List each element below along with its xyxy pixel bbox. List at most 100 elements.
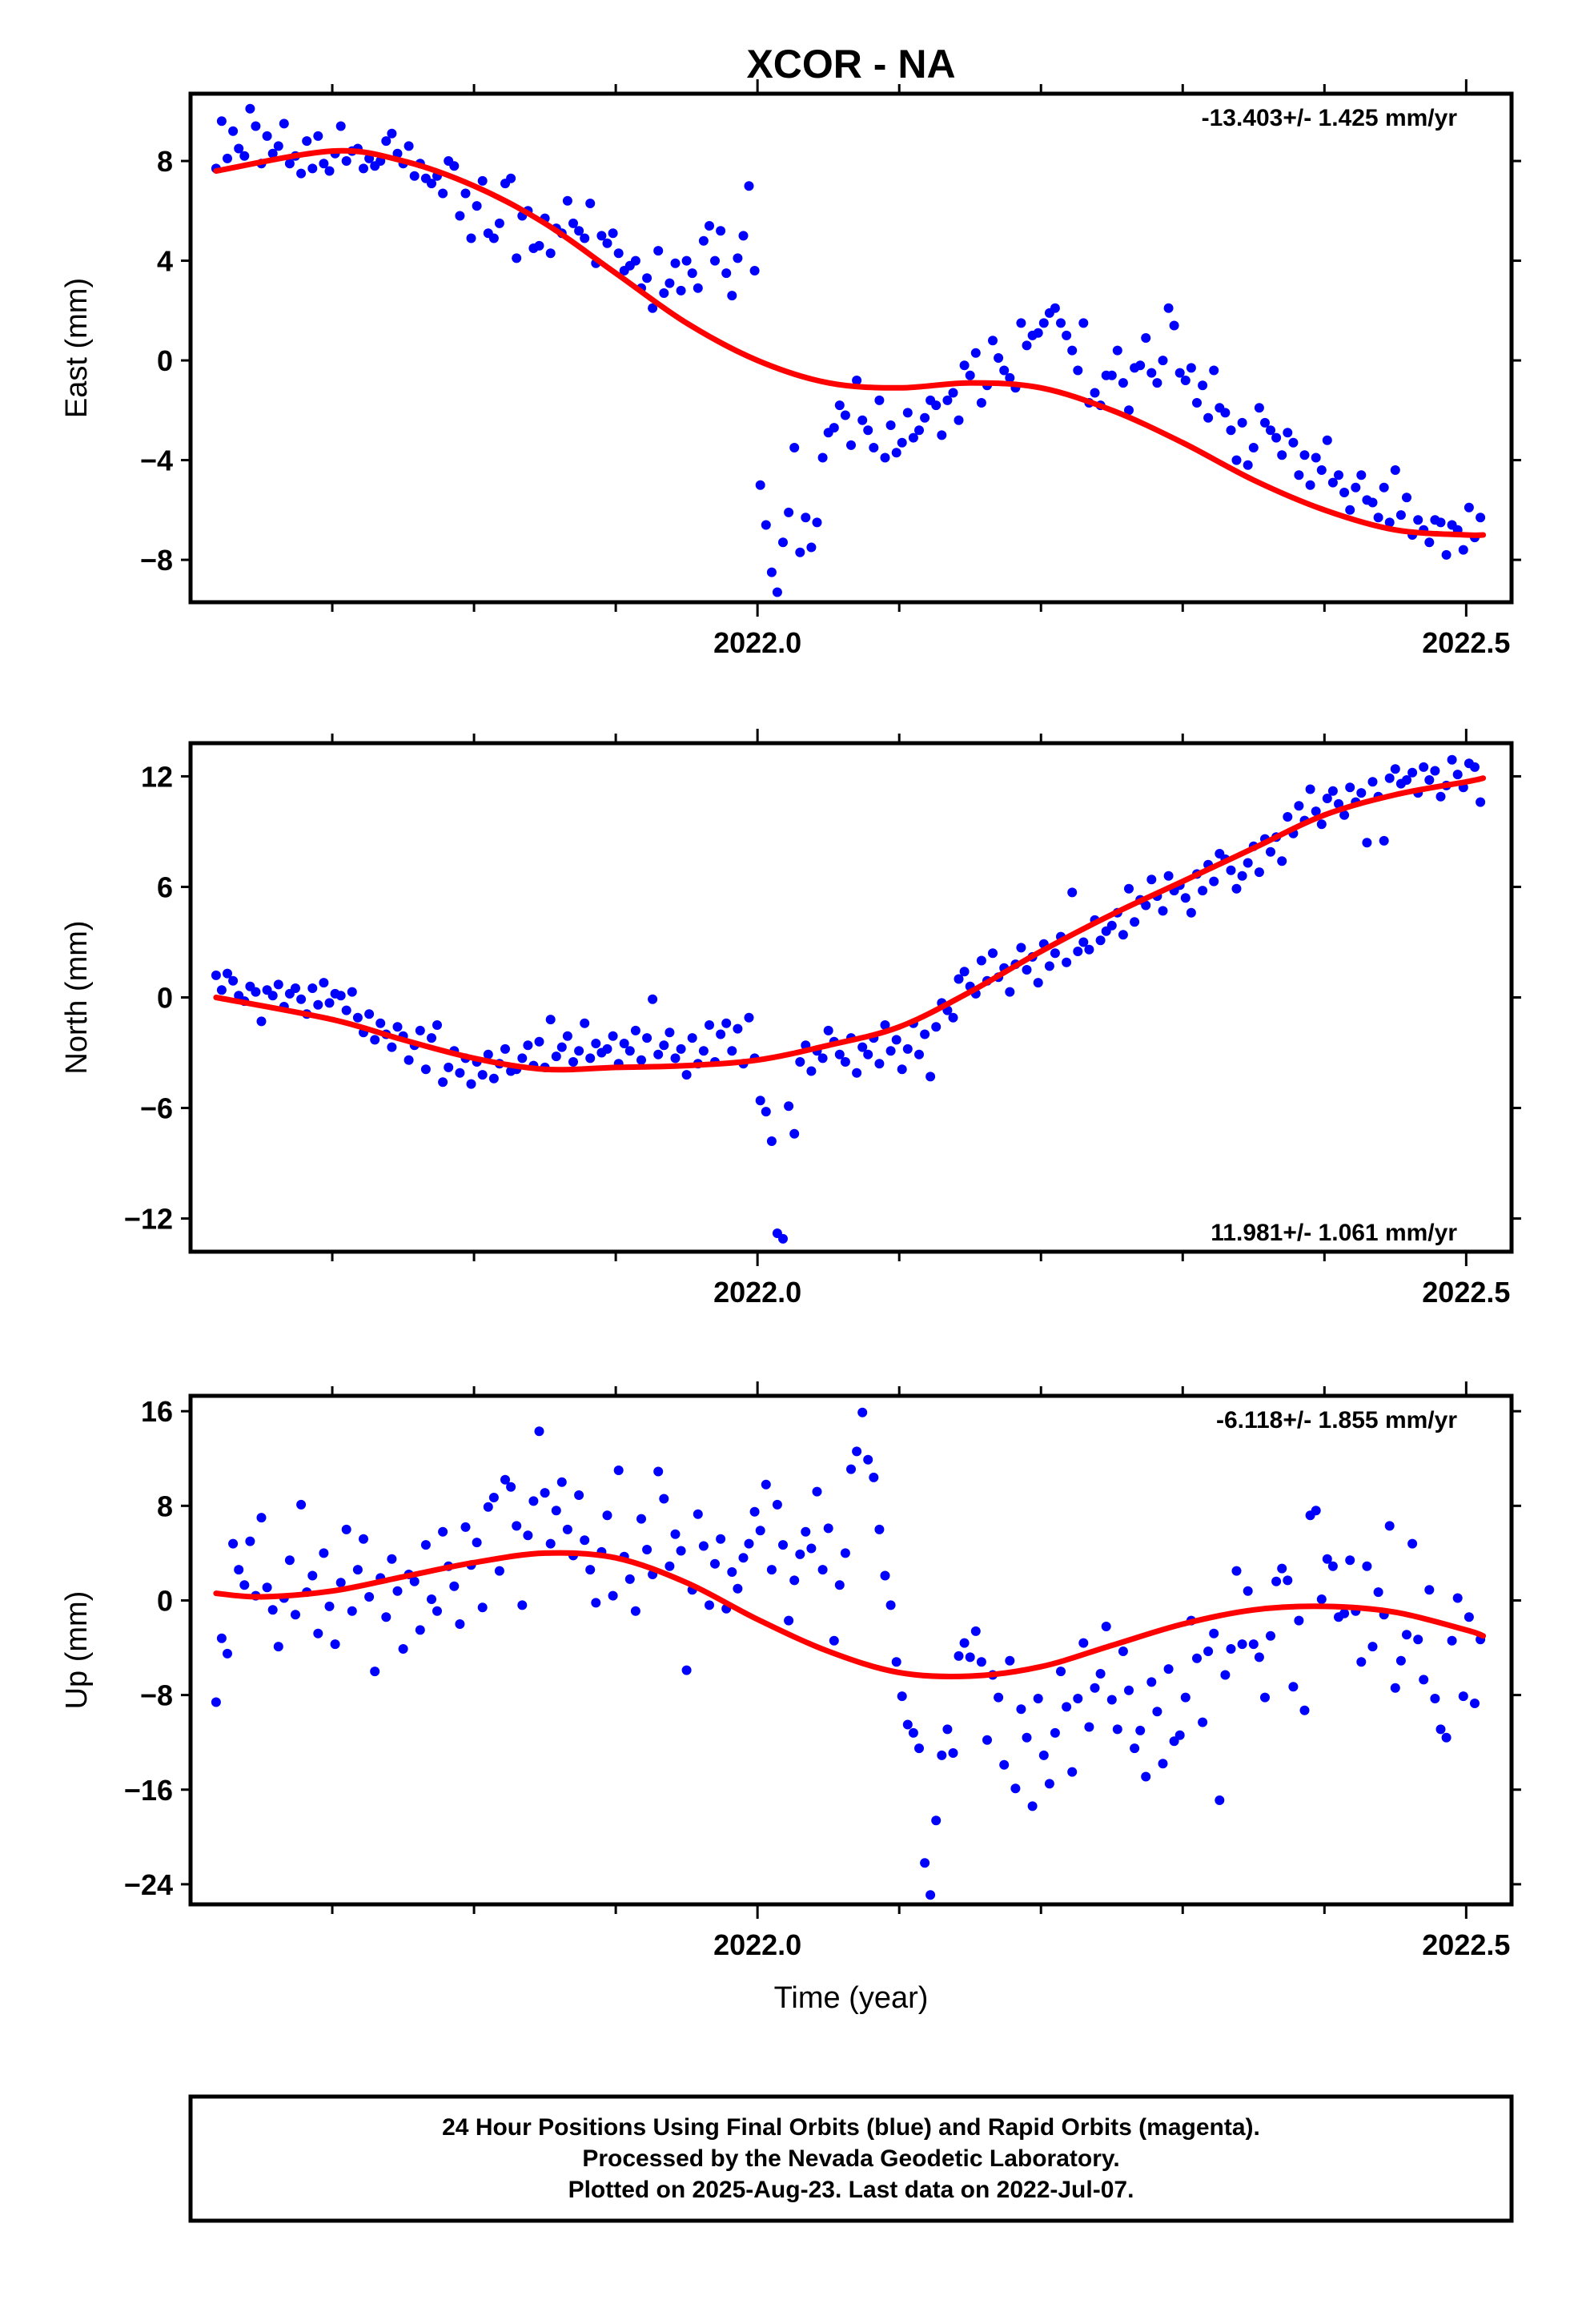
east-xtick-label: 2022.0 bbox=[713, 626, 801, 659]
north-point bbox=[642, 1033, 652, 1043]
up-point bbox=[1215, 1795, 1225, 1805]
up-point bbox=[1090, 1683, 1100, 1693]
north-point bbox=[1146, 875, 1157, 885]
east-point bbox=[602, 238, 612, 248]
east-point bbox=[744, 181, 754, 191]
east-point bbox=[568, 218, 578, 228]
north-point bbox=[1254, 867, 1264, 878]
east-point bbox=[234, 143, 244, 154]
north-point bbox=[1339, 810, 1350, 820]
east-point bbox=[784, 507, 794, 517]
east-point bbox=[449, 161, 460, 171]
up-point bbox=[976, 1657, 986, 1667]
east-point bbox=[1464, 502, 1474, 513]
east-point bbox=[1294, 470, 1304, 480]
north-point bbox=[483, 1049, 493, 1059]
east-point bbox=[1180, 376, 1191, 385]
up-point bbox=[1419, 1675, 1429, 1685]
north-point bbox=[1180, 893, 1191, 903]
up-point bbox=[228, 1538, 239, 1549]
north-point bbox=[347, 987, 357, 997]
up-point bbox=[540, 1488, 550, 1498]
east-point bbox=[772, 587, 782, 597]
north-point bbox=[784, 1101, 794, 1112]
up-point bbox=[534, 1426, 544, 1437]
north-point bbox=[580, 1018, 590, 1028]
up-point bbox=[1118, 1647, 1128, 1656]
east-point bbox=[1033, 328, 1043, 338]
up-point bbox=[1005, 1655, 1015, 1666]
up-ytick-label: 16 bbox=[141, 1395, 173, 1428]
north-point bbox=[1158, 906, 1168, 916]
east-point bbox=[1277, 450, 1287, 460]
north-point bbox=[863, 1049, 873, 1059]
up-ytick-label: −8 bbox=[140, 1679, 173, 1712]
north-point bbox=[630, 1025, 640, 1035]
east-point bbox=[313, 131, 323, 141]
north-point bbox=[251, 987, 261, 997]
east-point bbox=[806, 542, 817, 553]
east-point bbox=[1288, 437, 1299, 448]
up-point bbox=[1174, 1730, 1185, 1740]
east-point bbox=[795, 547, 805, 557]
east-point bbox=[710, 255, 720, 266]
east-point bbox=[534, 240, 544, 251]
up-point bbox=[381, 1612, 391, 1622]
north-point bbox=[591, 1039, 601, 1048]
north-point bbox=[291, 983, 300, 993]
east-point bbox=[580, 233, 590, 243]
east-rate-annotation: -13.403+/- 1.425 mm/yr bbox=[1202, 105, 1458, 131]
up-point bbox=[352, 1565, 363, 1575]
up-point bbox=[676, 1546, 686, 1556]
north-point bbox=[523, 1040, 533, 1051]
east-xtick-label: 2022.5 bbox=[1422, 626, 1510, 659]
north-point bbox=[1022, 965, 1032, 975]
north-point bbox=[874, 1059, 885, 1069]
up-point bbox=[1067, 1767, 1078, 1777]
up-point bbox=[1022, 1732, 1032, 1743]
north-point bbox=[1316, 819, 1327, 830]
north-point bbox=[636, 1055, 646, 1065]
up-point bbox=[1260, 1692, 1270, 1703]
up-point bbox=[477, 1602, 488, 1613]
east-ytick-label: 0 bbox=[157, 344, 173, 377]
north-point bbox=[1237, 870, 1247, 881]
north-point bbox=[1005, 987, 1015, 997]
up-point bbox=[1277, 1563, 1287, 1574]
up-point bbox=[1209, 1628, 1219, 1638]
east-point bbox=[1248, 443, 1259, 452]
north-point bbox=[1277, 856, 1287, 866]
north-point bbox=[211, 970, 221, 980]
east-point bbox=[1146, 368, 1157, 378]
up-point bbox=[1192, 1653, 1202, 1663]
north-point bbox=[324, 998, 335, 1008]
east-point bbox=[284, 159, 295, 169]
up-point bbox=[324, 1601, 335, 1611]
east-point bbox=[506, 173, 516, 183]
up-point bbox=[834, 1580, 845, 1590]
up-ytick-label: −16 bbox=[124, 1774, 173, 1807]
east-point bbox=[954, 415, 964, 425]
north-point bbox=[602, 1043, 612, 1054]
up-point bbox=[1283, 1575, 1293, 1586]
up-point bbox=[1203, 1647, 1214, 1656]
east-point bbox=[1260, 417, 1270, 428]
north-point bbox=[574, 1046, 584, 1056]
north-point bbox=[852, 1068, 862, 1078]
east-point bbox=[681, 255, 692, 266]
up-point bbox=[959, 1638, 970, 1648]
east-point bbox=[648, 303, 658, 313]
up-point bbox=[636, 1514, 646, 1524]
east-point bbox=[1226, 425, 1236, 436]
east-y-axis-label: East (mm) bbox=[60, 278, 94, 418]
east-point bbox=[1334, 470, 1343, 480]
up-point bbox=[409, 1576, 420, 1586]
north-point bbox=[1095, 935, 1106, 946]
up-point bbox=[239, 1580, 250, 1590]
north-point bbox=[795, 1057, 805, 1067]
up-point bbox=[1112, 1724, 1122, 1735]
east-point bbox=[891, 448, 901, 458]
north-point bbox=[477, 1070, 488, 1080]
up-xtick-label: 2022.0 bbox=[713, 1928, 801, 1961]
north-point bbox=[665, 1027, 675, 1038]
